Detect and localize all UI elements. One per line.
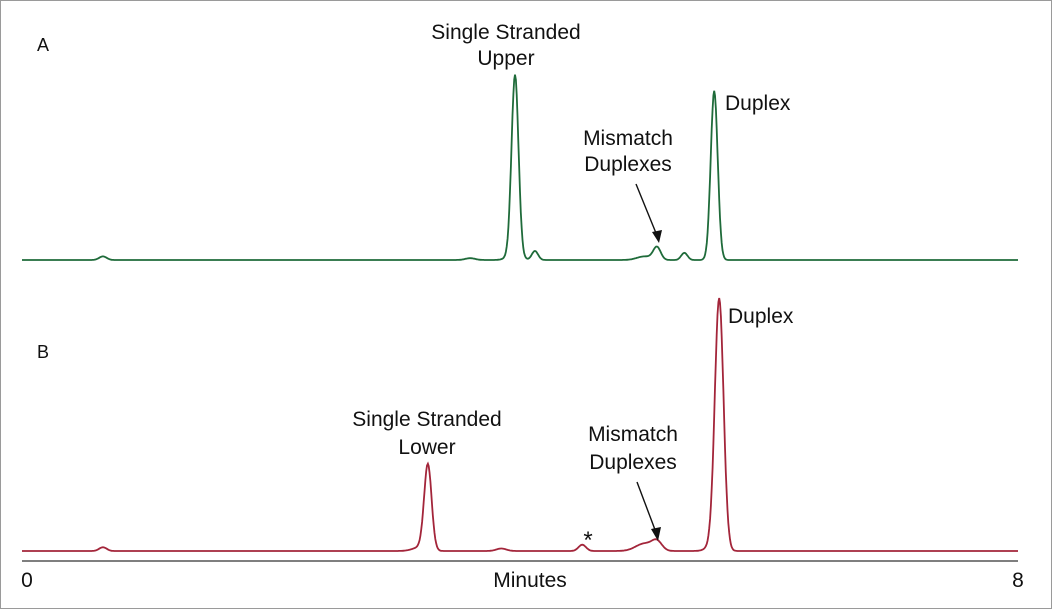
panel-b-annotation-asterisk: * — [583, 527, 592, 554]
panel-a-annotation-duplex: Duplex — [725, 92, 791, 115]
panel-a: A Single Stranded Upper Mismatch Duplexe… — [22, 21, 1018, 261]
panel-b: B Single Stranded Lower Mismatch Duplexe… — [22, 297, 1018, 554]
panel-a-annotation-mismatch-line2: Duplexes — [584, 153, 672, 176]
panel-b-label: B — [37, 342, 49, 362]
panel-b-annotation-duplex: Duplex — [728, 305, 794, 328]
panel-b-annotation-single-stranded-lower-line2: Lower — [398, 436, 455, 459]
x-axis-title: Minutes — [493, 569, 567, 592]
panel-a-mismatch-arrow — [635, 183, 662, 243]
panel-b-annotation-mismatch-line2: Duplexes — [589, 451, 677, 474]
panel-a-trace — [22, 74, 1018, 261]
x-axis-max-tick-label: 8 — [1012, 569, 1024, 592]
panel-b-annotation-mismatch-line1: Mismatch — [588, 423, 678, 446]
panel-a-annotation-mismatch-line1: Mismatch — [583, 127, 673, 150]
panel-b-mismatch-arrow — [636, 481, 661, 541]
panel-b-trace — [22, 297, 1018, 552]
panel-a-label: A — [37, 35, 49, 55]
x-axis: 0 Minutes 8 — [21, 560, 1024, 592]
x-axis-min-tick-label: 0 — [21, 569, 33, 592]
panel-a-annotation-single-stranded-upper-line1: Single Stranded — [431, 21, 580, 44]
panel-a-annotation-single-stranded-upper-line2: Upper — [477, 47, 534, 70]
panel-b-annotation-single-stranded-lower-line1: Single Stranded — [352, 408, 501, 431]
